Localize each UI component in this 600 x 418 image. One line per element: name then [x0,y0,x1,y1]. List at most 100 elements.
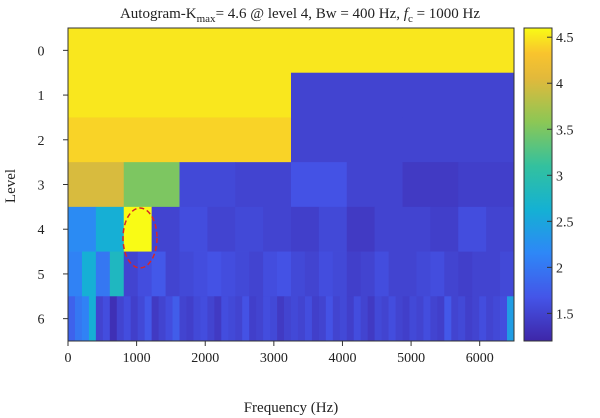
heatmap-cell [430,206,459,252]
heatmap-cell [235,296,243,342]
heatmap-cell [472,251,487,297]
title-part1: Autogram-K [120,6,197,22]
heatmap-cell [437,296,445,342]
title-fc-sub: c [408,13,413,25]
heatmap-cell [221,251,236,297]
x-tick-label: 2000 [191,351,219,366]
heatmap-cell [179,296,187,342]
title-fc-italic: f [404,6,410,22]
title-sub-max: max [197,13,216,25]
y-tick-label: 6 [38,313,45,328]
heatmap-cell [277,251,292,297]
heatmap-cell [430,296,438,342]
heatmap-cell [235,251,250,297]
heatmap-cell [374,206,403,252]
heatmap-cell [151,206,180,252]
heatmap-cell [74,296,83,342]
heatmap-cell [137,251,153,297]
heatmap-cell [500,296,508,342]
heatmap-cell [137,296,146,342]
heatmap-cell [465,296,473,342]
heatmap-cell [339,296,348,342]
heatmap-cell [374,251,389,297]
heatmap-cell [318,251,334,297]
y-axis-ticks: 0 1 2 3 4 5 6 [38,44,68,328]
heatmap-cell [263,296,271,342]
heatmap-cell [374,296,382,342]
heatmap-cell [346,206,376,252]
heatmap-cell [116,296,125,342]
heatmap-cell [179,206,208,252]
colorbar-tick-label: 1.5 [556,307,574,322]
x-axis-ticks: 0 1000 2000 3000 4000 5000 6000 [65,341,494,366]
heatmap-cell [123,206,153,252]
heatmap-cell [95,206,125,252]
heatmap-cell [360,251,376,297]
chart-title: Autogram-Kmax= 4.6 @ level 4, Bw = 400 H… [120,6,480,25]
x-tick-label: 3000 [260,351,288,366]
heatmap-cell [346,251,362,297]
heatmap-cell [207,206,236,252]
heatmap-cell [346,296,355,342]
colorbar-tick-label: 4 [556,77,563,92]
heatmap-cell [325,296,334,342]
heatmap-cell [179,251,194,297]
x-tick-label: 5000 [397,351,425,366]
heatmap-cell [123,296,132,342]
colorbar-tick-label: 3.5 [556,123,574,138]
heatmap-cell [263,206,292,252]
heatmap-cell [458,162,515,208]
highlight-ellipse [122,207,158,269]
heatmap-cell [179,162,236,208]
heatmap-cell [291,162,348,208]
y-axis-label: Level [3,169,19,203]
heatmap-cell [486,296,494,342]
heatmap-cell [263,251,278,297]
heatmap-cell [284,296,292,342]
heatmap-cell [235,206,264,252]
heatmap-cell [95,251,111,297]
heatmap-cell [430,251,445,297]
heatmap-cell [416,251,431,297]
heatmap-cell [200,296,208,342]
heatmap-cell [458,251,473,297]
heatmap-cell [444,251,459,297]
heatmap-cell [507,296,515,342]
heatmap-cell [291,72,515,118]
x-tick-label: 4000 [328,351,356,366]
heatmap-cell [123,251,139,297]
heatmap-cell [360,296,369,342]
heatmap-cell [109,251,125,297]
heatmap-cell [193,296,201,342]
heatmap-cell [277,296,285,342]
heatmap-cell [123,162,180,208]
heatmap-cell [402,117,515,163]
heatmap-cell [444,296,452,342]
x-axis-label: Frequency (Hz) [244,400,339,416]
heatmap-cell [221,296,229,342]
heatmap-cell [458,206,487,252]
heatmap-cell [367,296,376,342]
heatmap-cell [500,251,515,297]
colorbar-tick-label: 4.5 [556,31,574,46]
heatmap-cell [479,296,487,342]
heatmap-cell [165,251,180,297]
heatmap-cell [270,296,278,342]
heatmap-cell [291,296,299,342]
heatmap-cell [102,296,111,342]
heatmap-cell [291,251,306,297]
heatmap-cell [388,296,396,342]
heatmap-cell [249,296,257,342]
y-tick-label: 5 [38,268,45,283]
title-part2: = 4.6 @ level 4, Bw = 400 Hz, [216,6,404,22]
colorbar-tick-label: 3 [556,169,563,184]
heatmap-cell [130,296,139,342]
heatmap-cell [353,296,362,342]
heatmap-cell [458,296,466,342]
heatmap-cell [68,206,97,252]
heatmap-cell [68,296,76,342]
heatmap-cell [472,296,480,342]
heatmap-cell [165,296,173,342]
y-tick-label: 3 [38,179,45,194]
